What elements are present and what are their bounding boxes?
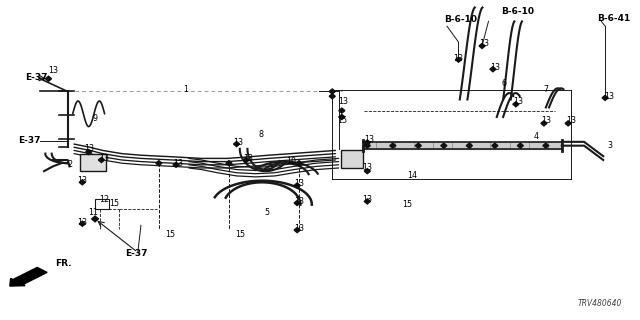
Polygon shape (479, 44, 485, 49)
Polygon shape (364, 143, 371, 148)
Polygon shape (99, 157, 104, 163)
Text: 4: 4 (534, 132, 539, 140)
Polygon shape (339, 108, 345, 113)
Polygon shape (492, 143, 498, 148)
Text: 12: 12 (99, 195, 109, 204)
Polygon shape (234, 141, 239, 147)
Text: 6: 6 (502, 79, 507, 88)
Text: 15: 15 (235, 230, 245, 239)
Text: B-6-10: B-6-10 (501, 7, 534, 16)
Text: 13: 13 (362, 164, 372, 172)
Text: TRV480640: TRV480640 (578, 299, 622, 308)
Text: 8: 8 (259, 130, 263, 139)
Text: 14: 14 (407, 172, 417, 180)
Text: 10: 10 (286, 157, 296, 166)
Text: E-37: E-37 (125, 250, 148, 259)
Polygon shape (79, 221, 85, 226)
Text: B-6-41: B-6-41 (597, 14, 630, 23)
Text: E-37: E-37 (19, 136, 41, 145)
Polygon shape (329, 89, 335, 94)
Polygon shape (243, 157, 249, 163)
Polygon shape (296, 161, 302, 166)
Polygon shape (364, 169, 371, 174)
Text: 13: 13 (294, 197, 304, 206)
Polygon shape (565, 121, 572, 126)
Text: 13: 13 (454, 53, 463, 62)
Text: 13: 13 (605, 92, 614, 101)
Text: 15: 15 (109, 198, 119, 207)
Text: 7: 7 (543, 85, 548, 94)
Text: 13: 13 (338, 97, 348, 106)
Polygon shape (517, 143, 524, 148)
Polygon shape (543, 143, 549, 148)
Polygon shape (173, 162, 179, 167)
Text: 13: 13 (243, 154, 253, 163)
Text: 13: 13 (566, 116, 577, 125)
Text: 15: 15 (337, 116, 347, 125)
Text: 15: 15 (165, 230, 175, 239)
Text: 13: 13 (77, 218, 87, 227)
Text: 15: 15 (403, 200, 413, 209)
Polygon shape (441, 143, 447, 148)
Polygon shape (513, 102, 519, 107)
Text: 13: 13 (294, 180, 304, 188)
Text: 13: 13 (48, 66, 58, 75)
Text: 3: 3 (607, 141, 612, 150)
Polygon shape (294, 200, 300, 205)
Polygon shape (364, 140, 371, 145)
Text: 13: 13 (173, 159, 183, 168)
Polygon shape (329, 94, 335, 99)
Text: 13: 13 (100, 154, 109, 163)
Polygon shape (92, 216, 99, 222)
Text: 13: 13 (364, 135, 374, 144)
Polygon shape (415, 143, 421, 148)
Text: 13: 13 (490, 63, 500, 72)
Text: FR.: FR. (55, 259, 72, 268)
Text: 1: 1 (183, 85, 188, 94)
Text: 13: 13 (84, 144, 93, 153)
Polygon shape (294, 183, 300, 188)
Polygon shape (467, 143, 472, 148)
Polygon shape (156, 161, 162, 166)
Polygon shape (364, 199, 371, 204)
Polygon shape (456, 57, 461, 62)
FancyBboxPatch shape (340, 150, 363, 168)
Text: 13: 13 (541, 116, 551, 125)
Polygon shape (226, 161, 232, 166)
Text: 13: 13 (233, 138, 243, 147)
Polygon shape (294, 228, 300, 233)
Text: E-37: E-37 (25, 73, 47, 82)
Polygon shape (390, 143, 396, 148)
Text: 13: 13 (294, 224, 304, 233)
Polygon shape (541, 121, 547, 126)
Text: 2: 2 (67, 160, 72, 169)
Text: 13: 13 (77, 176, 87, 185)
Polygon shape (339, 115, 345, 120)
Polygon shape (86, 149, 92, 155)
Polygon shape (45, 76, 52, 81)
Text: 11: 11 (88, 208, 98, 217)
Text: 9: 9 (93, 114, 98, 123)
Polygon shape (602, 95, 608, 100)
Polygon shape (79, 180, 85, 185)
FancyArrow shape (10, 268, 47, 286)
Text: 13: 13 (513, 97, 524, 106)
Text: 13: 13 (362, 195, 372, 204)
Text: 5: 5 (265, 208, 270, 217)
FancyBboxPatch shape (81, 154, 106, 171)
Polygon shape (490, 67, 496, 72)
Text: 13: 13 (479, 39, 489, 48)
Text: B-6-10: B-6-10 (444, 15, 477, 24)
